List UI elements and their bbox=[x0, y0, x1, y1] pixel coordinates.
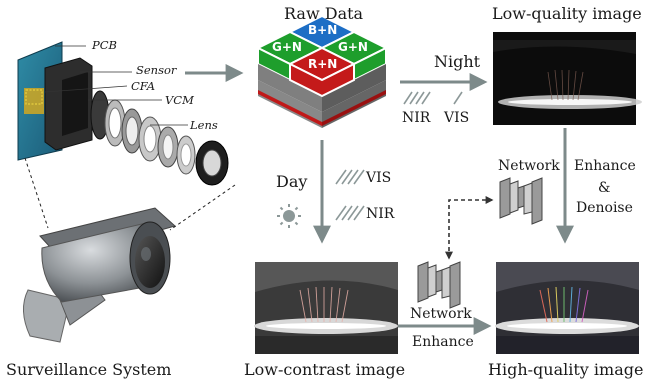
lowquality-photo bbox=[493, 32, 642, 125]
night-vis-ray-icon bbox=[453, 91, 463, 105]
denoise-label: Denoise bbox=[576, 200, 633, 216]
part-label-sensor: Sensor bbox=[136, 63, 177, 77]
cfa-label-bottom: R+N bbox=[308, 57, 338, 71]
surveillance-camera bbox=[23, 207, 177, 343]
high-quality-title: High-quality image bbox=[488, 360, 644, 379]
enhance-bottom-label: Enhance bbox=[412, 334, 474, 350]
camera-exploded-view bbox=[17, 41, 229, 186]
lens-rings bbox=[90, 90, 229, 186]
day-nir-label: NIR bbox=[366, 206, 395, 222]
surveillance-title: Surveillance System bbox=[6, 360, 172, 379]
low-quality-title: Low-quality image bbox=[492, 4, 642, 23]
dashed-connectors-camera bbox=[24, 157, 236, 231]
dashed-network-arrows bbox=[445, 196, 494, 260]
part-label-pcb: PCB bbox=[92, 38, 117, 52]
moon-icon bbox=[411, 52, 430, 76]
part-label-vcm: VCM bbox=[165, 93, 194, 107]
night-vis-label: VIS bbox=[444, 110, 470, 126]
day-label: Day bbox=[276, 172, 308, 191]
cfa-block bbox=[255, 14, 389, 128]
lowcontrast-photo bbox=[254, 262, 398, 354]
enhance-top-label: Enhance bbox=[574, 158, 636, 174]
flow-arrows bbox=[185, 64, 574, 335]
network-icon-top bbox=[499, 177, 543, 225]
network-icon-bottom bbox=[417, 261, 461, 309]
sun-icon bbox=[277, 204, 301, 228]
cfa-highlight bbox=[25, 89, 43, 105]
part-label-cfa: CFA bbox=[131, 79, 156, 93]
day-vis-label: VIS bbox=[366, 170, 392, 186]
raw-data-title: Raw Data bbox=[284, 4, 364, 23]
night-nir-rays-icon bbox=[403, 91, 431, 105]
part-label-lens: Lens bbox=[190, 118, 218, 132]
night-nir-label: NIR bbox=[402, 110, 431, 126]
night-label: Night bbox=[434, 52, 481, 71]
highquality-photo bbox=[495, 262, 639, 354]
network-top-label: Network bbox=[498, 158, 560, 174]
amp-label: & bbox=[598, 180, 611, 196]
cfa-label-left: G+N bbox=[272, 40, 302, 54]
day-nir-rays-icon bbox=[335, 205, 365, 221]
network-bottom-label: Network bbox=[410, 306, 472, 322]
day-vis-rays-icon bbox=[335, 169, 365, 185]
pcb-chip bbox=[24, 88, 44, 114]
low-contrast-title: Low-contrast image bbox=[244, 360, 406, 379]
part-leader-lines bbox=[44, 45, 188, 126]
ray-icons bbox=[335, 91, 463, 221]
cfa-label-right: G+N bbox=[338, 40, 368, 54]
cfa-label-top: B+N bbox=[308, 23, 338, 37]
